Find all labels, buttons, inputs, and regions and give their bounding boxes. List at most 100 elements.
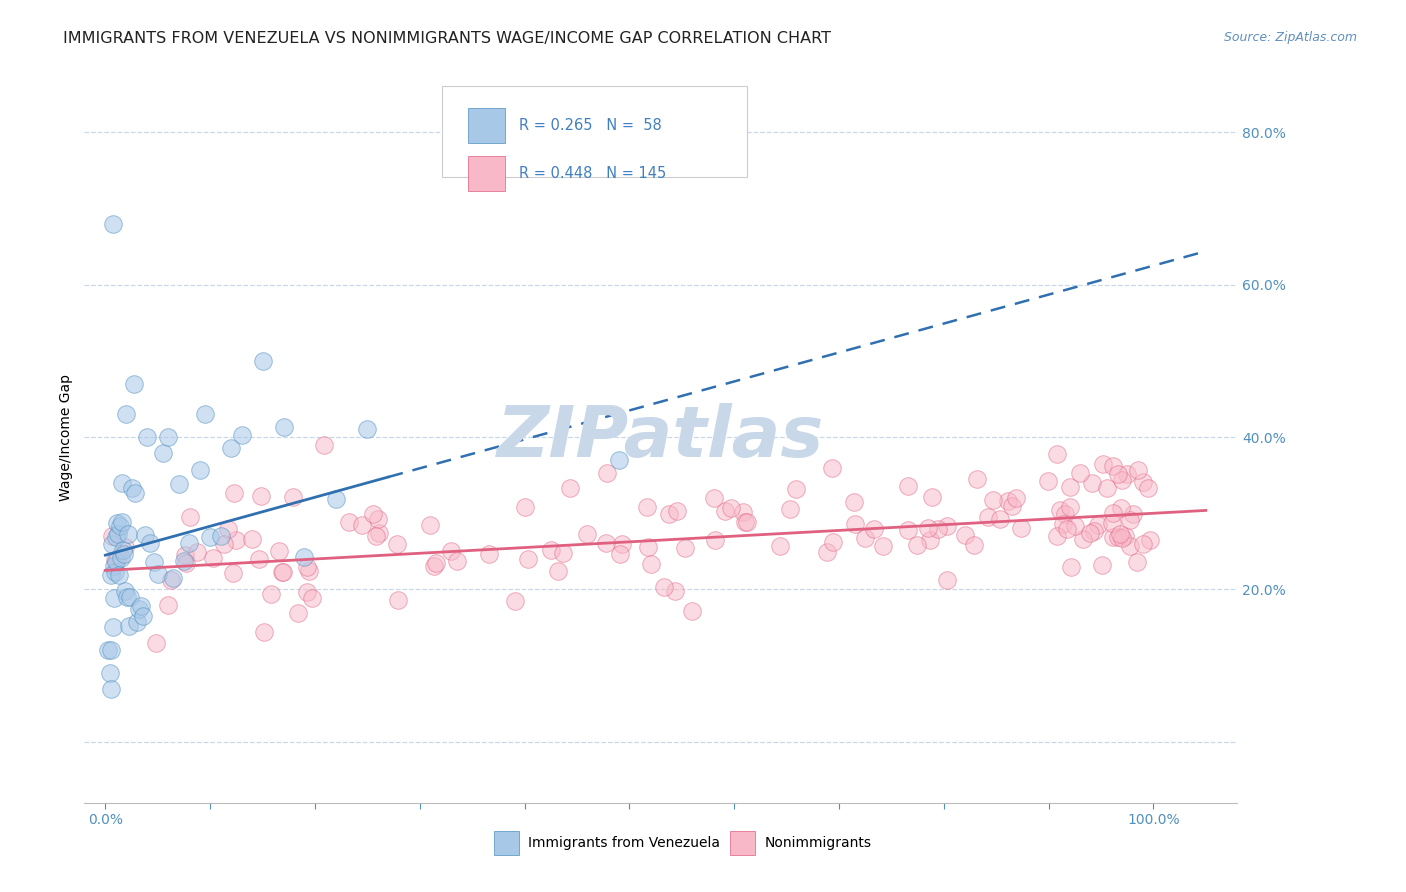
Point — [1083, 524, 1105, 538]
Text: R = 0.448   N = 145: R = 0.448 N = 145 — [519, 166, 666, 181]
Point — [157, 430, 180, 444]
Point — [107, 527, 129, 541]
Point — [117, 590, 139, 604]
Point — [1091, 457, 1114, 471]
Point — [101, 217, 124, 231]
Text: R = 0.265   N =  58: R = 0.265 N = 58 — [519, 118, 662, 133]
Point — [162, 571, 184, 585]
Point — [422, 559, 444, 574]
Point — [247, 552, 270, 566]
Point — [367, 526, 389, 541]
Point — [665, 504, 688, 518]
Point — [872, 539, 894, 553]
Point — [159, 574, 181, 588]
Point — [179, 536, 201, 550]
Point — [779, 501, 801, 516]
Point — [1010, 521, 1032, 535]
Point — [1132, 475, 1154, 489]
Point — [250, 489, 273, 503]
Point — [612, 537, 634, 551]
Point — [217, 522, 239, 536]
Point — [112, 547, 135, 561]
Point — [503, 594, 526, 608]
FancyBboxPatch shape — [468, 108, 505, 143]
Point — [547, 564, 569, 578]
Point — [98, 666, 121, 681]
Point — [219, 441, 242, 455]
Point — [1126, 463, 1149, 477]
Point — [114, 583, 136, 598]
Point — [111, 515, 134, 529]
Point — [966, 472, 988, 486]
Point — [112, 542, 135, 557]
Point — [115, 407, 138, 421]
Point — [103, 591, 125, 606]
Point — [1087, 518, 1109, 533]
Point — [640, 557, 662, 571]
Point — [301, 591, 323, 605]
Point — [179, 509, 201, 524]
Point — [1107, 530, 1129, 544]
Point — [769, 539, 792, 553]
Point — [714, 504, 737, 518]
Point — [658, 507, 681, 521]
Point — [821, 534, 844, 549]
Point — [124, 486, 146, 500]
Point — [897, 479, 920, 493]
Point — [194, 407, 217, 421]
Point — [253, 625, 276, 640]
Point — [704, 533, 727, 548]
Point — [117, 527, 139, 541]
Point — [100, 681, 122, 696]
Point — [1107, 467, 1129, 481]
Point — [139, 535, 162, 549]
Point — [1126, 555, 1149, 569]
Point — [188, 463, 211, 477]
Point — [1102, 459, 1125, 474]
Point — [100, 536, 122, 550]
Point — [120, 590, 142, 604]
Point — [387, 593, 409, 607]
Point — [145, 636, 167, 650]
Point — [273, 419, 295, 434]
Point — [209, 529, 232, 543]
Point — [356, 422, 378, 436]
Point — [136, 430, 159, 444]
Point — [134, 527, 156, 541]
Point — [125, 615, 148, 630]
Point — [298, 564, 321, 578]
Point — [118, 619, 141, 633]
Point — [198, 530, 221, 544]
Point — [1059, 500, 1081, 515]
Point — [981, 493, 1004, 508]
Point — [917, 520, 939, 534]
Point — [367, 512, 389, 526]
Point — [167, 477, 190, 491]
Point — [595, 466, 617, 480]
Point — [287, 606, 309, 620]
Text: IMMIGRANTS FROM VENEZUELA VS NONIMMIGRANTS WAGE/INCOME GAP CORRELATION CHART: IMMIGRANTS FROM VENEZUELA VS NONIMMIGRAN… — [63, 31, 831, 46]
Point — [1116, 467, 1139, 482]
Point — [173, 554, 195, 568]
Point — [201, 551, 224, 566]
Point — [240, 532, 263, 546]
Point — [361, 508, 384, 522]
Point — [853, 531, 876, 545]
Point — [385, 537, 408, 551]
Text: Immigrants from Venezuela: Immigrants from Venezuela — [529, 836, 720, 850]
Point — [1102, 529, 1125, 543]
Point — [111, 476, 134, 491]
Point — [540, 542, 562, 557]
Text: Nonimmigrants: Nonimmigrants — [765, 836, 872, 850]
Point — [673, 541, 696, 555]
Point — [325, 492, 347, 507]
Point — [104, 553, 127, 567]
Point — [576, 527, 599, 541]
Point — [863, 522, 886, 536]
Point — [337, 515, 360, 529]
Point — [252, 354, 274, 368]
Point — [132, 608, 155, 623]
Point — [104, 566, 127, 580]
Y-axis label: Wage/Income Gap: Wage/Income Gap — [59, 374, 73, 500]
Point — [1109, 500, 1132, 515]
